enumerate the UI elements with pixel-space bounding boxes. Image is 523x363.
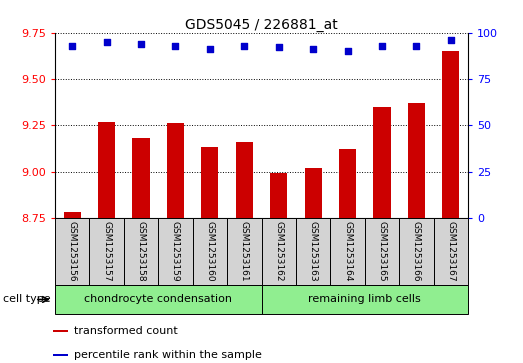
Point — [240, 43, 248, 49]
Bar — [55, 285, 262, 314]
Bar — [262, 285, 468, 314]
Text: chondrocyte condensation: chondrocyte condensation — [84, 294, 232, 305]
Text: GSM1253167: GSM1253167 — [446, 221, 456, 282]
Bar — [55, 218, 89, 285]
Text: GSM1253160: GSM1253160 — [206, 221, 214, 282]
Bar — [373, 107, 391, 218]
Point — [68, 43, 76, 49]
Point — [447, 37, 455, 43]
Point — [103, 39, 111, 45]
Title: GDS5045 / 226881_at: GDS5045 / 226881_at — [185, 18, 338, 32]
Bar — [89, 218, 124, 285]
Bar — [339, 149, 356, 218]
Bar — [132, 138, 150, 218]
Point — [206, 46, 214, 52]
Bar — [296, 218, 331, 285]
Point — [412, 43, 420, 49]
Bar — [434, 218, 468, 285]
Text: percentile rank within the sample: percentile rank within the sample — [74, 350, 262, 360]
Bar — [408, 103, 425, 218]
Text: remaining limb cells: remaining limb cells — [309, 294, 421, 305]
Point — [137, 41, 145, 47]
Text: GSM1253164: GSM1253164 — [343, 221, 352, 282]
Bar — [192, 218, 227, 285]
Bar — [236, 142, 253, 218]
Text: GSM1253166: GSM1253166 — [412, 221, 421, 282]
Bar — [158, 218, 192, 285]
Bar — [53, 330, 67, 333]
Text: cell type: cell type — [3, 294, 50, 305]
Text: GSM1253156: GSM1253156 — [67, 221, 77, 282]
Point — [275, 45, 283, 50]
Bar — [227, 218, 262, 285]
Point — [171, 43, 179, 49]
Bar — [262, 218, 296, 285]
Bar — [442, 51, 460, 218]
Text: GSM1253157: GSM1253157 — [102, 221, 111, 282]
Bar — [270, 174, 287, 218]
Point — [309, 46, 317, 52]
Text: GSM1253163: GSM1253163 — [309, 221, 317, 282]
Bar — [53, 354, 67, 356]
Text: GSM1253159: GSM1253159 — [171, 221, 180, 282]
Bar — [365, 218, 399, 285]
Bar — [63, 212, 81, 218]
Bar — [331, 218, 365, 285]
Bar — [304, 168, 322, 218]
Bar — [399, 218, 434, 285]
Text: transformed count: transformed count — [74, 326, 178, 336]
Bar — [201, 147, 219, 218]
Text: GSM1253161: GSM1253161 — [240, 221, 249, 282]
Bar — [167, 123, 184, 218]
Point — [378, 43, 386, 49]
Point — [344, 48, 352, 54]
Bar — [124, 218, 158, 285]
Text: GSM1253165: GSM1253165 — [378, 221, 386, 282]
Bar — [98, 122, 115, 218]
Text: GSM1253162: GSM1253162 — [274, 221, 283, 282]
Text: GSM1253158: GSM1253158 — [137, 221, 145, 282]
